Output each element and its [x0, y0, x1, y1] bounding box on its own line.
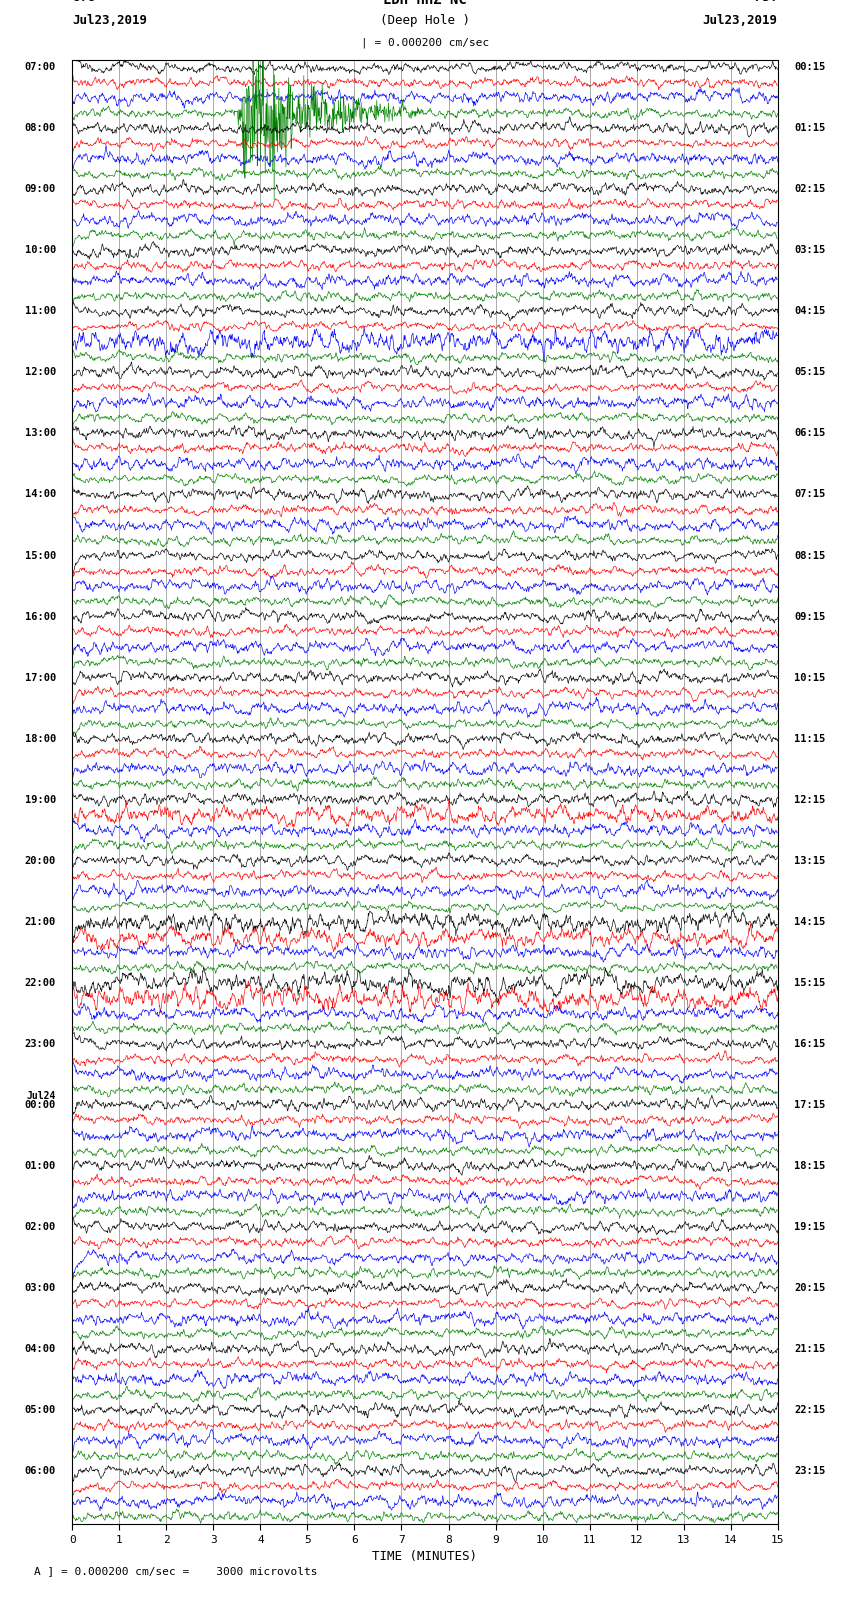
Text: 18:15: 18:15	[794, 1161, 825, 1171]
Text: 17:15: 17:15	[794, 1100, 825, 1110]
Text: 10:15: 10:15	[794, 673, 825, 682]
Text: PDT: PDT	[756, 0, 778, 3]
Text: 21:15: 21:15	[794, 1344, 825, 1353]
Text: 18:00: 18:00	[25, 734, 56, 744]
Text: 09:15: 09:15	[794, 611, 825, 621]
Text: 16:15: 16:15	[794, 1039, 825, 1048]
Text: 07:15: 07:15	[794, 489, 825, 500]
Text: 01:15: 01:15	[794, 123, 825, 134]
Text: 01:00: 01:00	[25, 1161, 56, 1171]
Text: 13:15: 13:15	[794, 855, 825, 866]
Text: 20:00: 20:00	[25, 855, 56, 866]
Text: 22:15: 22:15	[794, 1405, 825, 1415]
X-axis label: TIME (MINUTES): TIME (MINUTES)	[372, 1550, 478, 1563]
Text: 07:00: 07:00	[25, 63, 56, 73]
Text: 15:15: 15:15	[794, 977, 825, 987]
Text: LDH HHZ NC: LDH HHZ NC	[383, 0, 467, 6]
Text: UTC: UTC	[72, 0, 94, 3]
Text: 15:00: 15:00	[25, 550, 56, 560]
Text: 06:00: 06:00	[25, 1466, 56, 1476]
Text: 05:15: 05:15	[794, 368, 825, 377]
Text: 00:15: 00:15	[794, 63, 825, 73]
Text: 23:15: 23:15	[794, 1466, 825, 1476]
Text: 10:00: 10:00	[25, 245, 56, 255]
Text: 11:00: 11:00	[25, 306, 56, 316]
Text: 06:15: 06:15	[794, 429, 825, 439]
Text: 09:00: 09:00	[25, 184, 56, 194]
Text: 19:00: 19:00	[25, 795, 56, 805]
Text: 08:00: 08:00	[25, 123, 56, 134]
Text: 03:00: 03:00	[25, 1282, 56, 1292]
Text: 20:15: 20:15	[794, 1282, 825, 1292]
Text: 23:00: 23:00	[25, 1039, 56, 1048]
Text: 04:00: 04:00	[25, 1344, 56, 1353]
Text: Jul23,2019: Jul23,2019	[703, 15, 778, 27]
Text: 21:00: 21:00	[25, 916, 56, 926]
Text: 16:00: 16:00	[25, 611, 56, 621]
Text: 12:15: 12:15	[794, 795, 825, 805]
Text: 04:15: 04:15	[794, 306, 825, 316]
Text: 08:15: 08:15	[794, 550, 825, 560]
Text: 03:15: 03:15	[794, 245, 825, 255]
Text: 22:00: 22:00	[25, 977, 56, 987]
Text: 13:00: 13:00	[25, 429, 56, 439]
Text: 02:00: 02:00	[25, 1221, 56, 1232]
Text: 12:00: 12:00	[25, 368, 56, 377]
Text: Jul24: Jul24	[26, 1090, 56, 1100]
Text: 00:00: 00:00	[25, 1100, 56, 1110]
Text: | = 0.000200 cm/sec: | = 0.000200 cm/sec	[361, 37, 489, 48]
Text: (Deep Hole ): (Deep Hole )	[380, 15, 470, 27]
Text: 17:00: 17:00	[25, 673, 56, 682]
Text: Jul23,2019: Jul23,2019	[72, 15, 147, 27]
Text: 11:15: 11:15	[794, 734, 825, 744]
Text: 14:15: 14:15	[794, 916, 825, 926]
Text: 19:15: 19:15	[794, 1221, 825, 1232]
Text: 02:15: 02:15	[794, 184, 825, 194]
Text: 14:00: 14:00	[25, 489, 56, 500]
Text: A ] = 0.000200 cm/sec =    3000 microvolts: A ] = 0.000200 cm/sec = 3000 microvolts	[34, 1566, 318, 1576]
Text: 05:00: 05:00	[25, 1405, 56, 1415]
